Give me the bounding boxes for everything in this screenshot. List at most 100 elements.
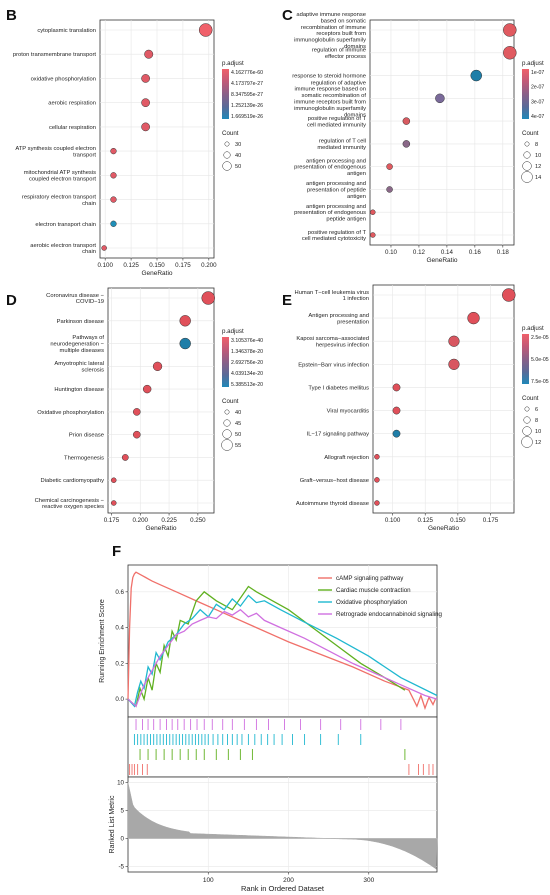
- legend-color-title: p.adjust: [522, 60, 544, 67]
- es-series-line: [127, 608, 438, 708]
- size-legend-circle: [223, 151, 231, 159]
- label-line: response to steroid hormone: [292, 74, 366, 80]
- data-point: [141, 98, 150, 108]
- panel-letter: D: [6, 292, 17, 309]
- label-line: neurodegeneration −: [50, 342, 104, 348]
- y-tick-label: 0: [121, 835, 125, 842]
- data-point: [374, 454, 380, 460]
- label-line: Epstein−Barr virus infection: [298, 362, 369, 368]
- size-legend-label: 10: [535, 153, 541, 159]
- label-line: antigen processing and: [306, 204, 366, 210]
- label-line: immunoglobulin superfamily: [294, 38, 366, 44]
- label-line: antigen processing and: [306, 158, 366, 164]
- y-category-label: Chemical carcinogenesis − reactive oxygen…: [35, 498, 105, 510]
- y-category-label: Parkinson disease: [57, 319, 104, 325]
- label-line: regulation of T cell: [319, 139, 366, 145]
- data-point: [386, 163, 393, 170]
- label-line: Kaposi sarcoma−associated: [296, 336, 369, 342]
- label-line: peptide antigen: [326, 217, 366, 223]
- data-point: [110, 147, 117, 155]
- y-category-label: regulation of T cell mediated immunity: [317, 139, 366, 151]
- data-point: [179, 337, 191, 350]
- y-category-label: IL−17 signaling pathway: [307, 432, 369, 438]
- x-tick-label: 0.150: [450, 517, 466, 524]
- x-axis-label: GeneRatio: [426, 257, 457, 264]
- data-point: [144, 49, 154, 59]
- x-axis-label: GeneRatio: [428, 525, 459, 532]
- x-tick-label: 0.100: [97, 262, 113, 269]
- label-line: immunoglobulin superfamily: [294, 106, 366, 112]
- y-tick-label: 0.4: [115, 625, 124, 632]
- label-line: antigen: [347, 171, 366, 177]
- color-bar-label: 1.346378e-20: [231, 349, 263, 355]
- label-line: positive regulation of T: [308, 230, 367, 236]
- legend-color-title: p.adjust: [222, 328, 244, 335]
- data-point: [179, 315, 191, 327]
- legend-size-title: Count: [222, 398, 239, 405]
- data-point: [386, 186, 393, 193]
- size-legend-label: 8: [535, 418, 538, 424]
- y-tick-label: -5: [118, 863, 124, 870]
- label-line: Huntington disease: [54, 387, 104, 393]
- color-bar: [522, 69, 529, 119]
- label-line: based on somatic: [321, 18, 367, 24]
- label-line: mitochondrial ATP synthesis: [24, 170, 96, 176]
- label-line: reactive oxygen species: [42, 504, 104, 510]
- data-point: [402, 117, 411, 125]
- data-point: [142, 384, 152, 394]
- data-point: [133, 408, 141, 416]
- x-tick-label: 0.200: [133, 517, 149, 524]
- data-point: [201, 291, 215, 305]
- y-category-label: antigen processing and presentation of pe…: [306, 181, 366, 200]
- label-line: presentation of endogenous: [294, 210, 366, 216]
- legend: p.adjust 3.105376e-40 1.346378e-20 2.692756…: [221, 328, 263, 451]
- x-tick-label: 0.250: [190, 517, 206, 524]
- label-line: aerobic respiration: [48, 101, 96, 107]
- metric-y-axis-label: Ranked List Metric: [109, 795, 116, 853]
- data-point: [110, 196, 117, 203]
- es-series-line: [127, 571, 436, 711]
- x-tick-label: 0.18: [497, 249, 510, 256]
- label-line: Oxidative phosphorylation: [37, 410, 104, 416]
- label-line: transport: [73, 152, 96, 158]
- data-point: [111, 500, 117, 506]
- label-line: electron transport chain: [35, 222, 96, 228]
- label-line: regulation of immune: [312, 48, 366, 54]
- label-line: Prion disease: [69, 433, 104, 439]
- label-line: respiratory electron transport: [22, 194, 96, 200]
- color-bar-label: 4e-07: [531, 114, 544, 120]
- label-line: coupled electron transport: [29, 177, 96, 183]
- label-line: cytoplasmic translation: [37, 28, 96, 34]
- data-point: [503, 46, 517, 60]
- y-category-label: Amyotrophic lateral sclerosis: [54, 361, 104, 373]
- color-bar-label: 5.385513e-20: [231, 382, 263, 388]
- y-category-label: adaptive immune response based on somatic…: [294, 12, 366, 50]
- y-category-label: Graft−versus−host disease: [300, 478, 369, 484]
- x-tick-label: 0.125: [123, 262, 139, 269]
- label-line: proton transmembrane transport: [13, 52, 97, 58]
- legend-color-title: p.adjust: [522, 325, 544, 332]
- label-line: 1 infection: [343, 296, 369, 302]
- x-tick-label: 100: [203, 877, 214, 884]
- size-legend-label: 40: [235, 153, 241, 159]
- size-legend-label: 30: [235, 142, 241, 148]
- y-tick-label: 0.6: [115, 589, 124, 596]
- data-point: [110, 220, 117, 227]
- size-legend-label: 40: [235, 410, 241, 416]
- data-point: [111, 477, 117, 483]
- label-line: ATP synthesis coupled electron: [15, 146, 96, 152]
- size-legend-circle: [221, 439, 233, 451]
- y-tick-label: 10: [117, 780, 124, 787]
- label-line: herpesvirus infection: [316, 342, 369, 348]
- metric-frame: [127, 776, 438, 873]
- plot-frame: [107, 287, 215, 514]
- x-axis-label: GeneRatio: [145, 525, 176, 532]
- y-tick-label: 5: [121, 808, 125, 815]
- legend: p.adjust 4.162776e-60 4.173797e-27 8.347595…: [222, 60, 263, 171]
- color-bar-label: 2.692756e-20: [231, 360, 263, 366]
- size-legend-label: 12: [535, 164, 541, 170]
- es-y-axis-label: Running Enrichment Score: [99, 599, 106, 683]
- data-point: [503, 23, 517, 37]
- data-point: [152, 361, 163, 371]
